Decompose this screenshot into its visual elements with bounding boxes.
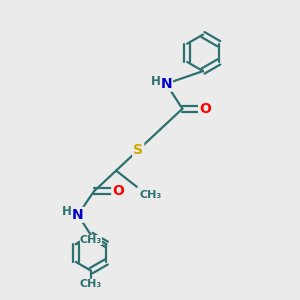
- Text: O: O: [199, 102, 211, 116]
- Text: N: N: [72, 208, 84, 222]
- Text: H: H: [151, 75, 161, 88]
- Text: S: S: [133, 143, 143, 157]
- Text: O: O: [112, 184, 124, 198]
- Text: CH₃: CH₃: [80, 235, 102, 245]
- Text: CH₃: CH₃: [80, 279, 102, 289]
- Text: H: H: [62, 205, 72, 218]
- Text: N: N: [160, 77, 172, 91]
- Text: CH₃: CH₃: [140, 190, 162, 200]
- Text: CH₃: CH₃: [80, 235, 102, 245]
